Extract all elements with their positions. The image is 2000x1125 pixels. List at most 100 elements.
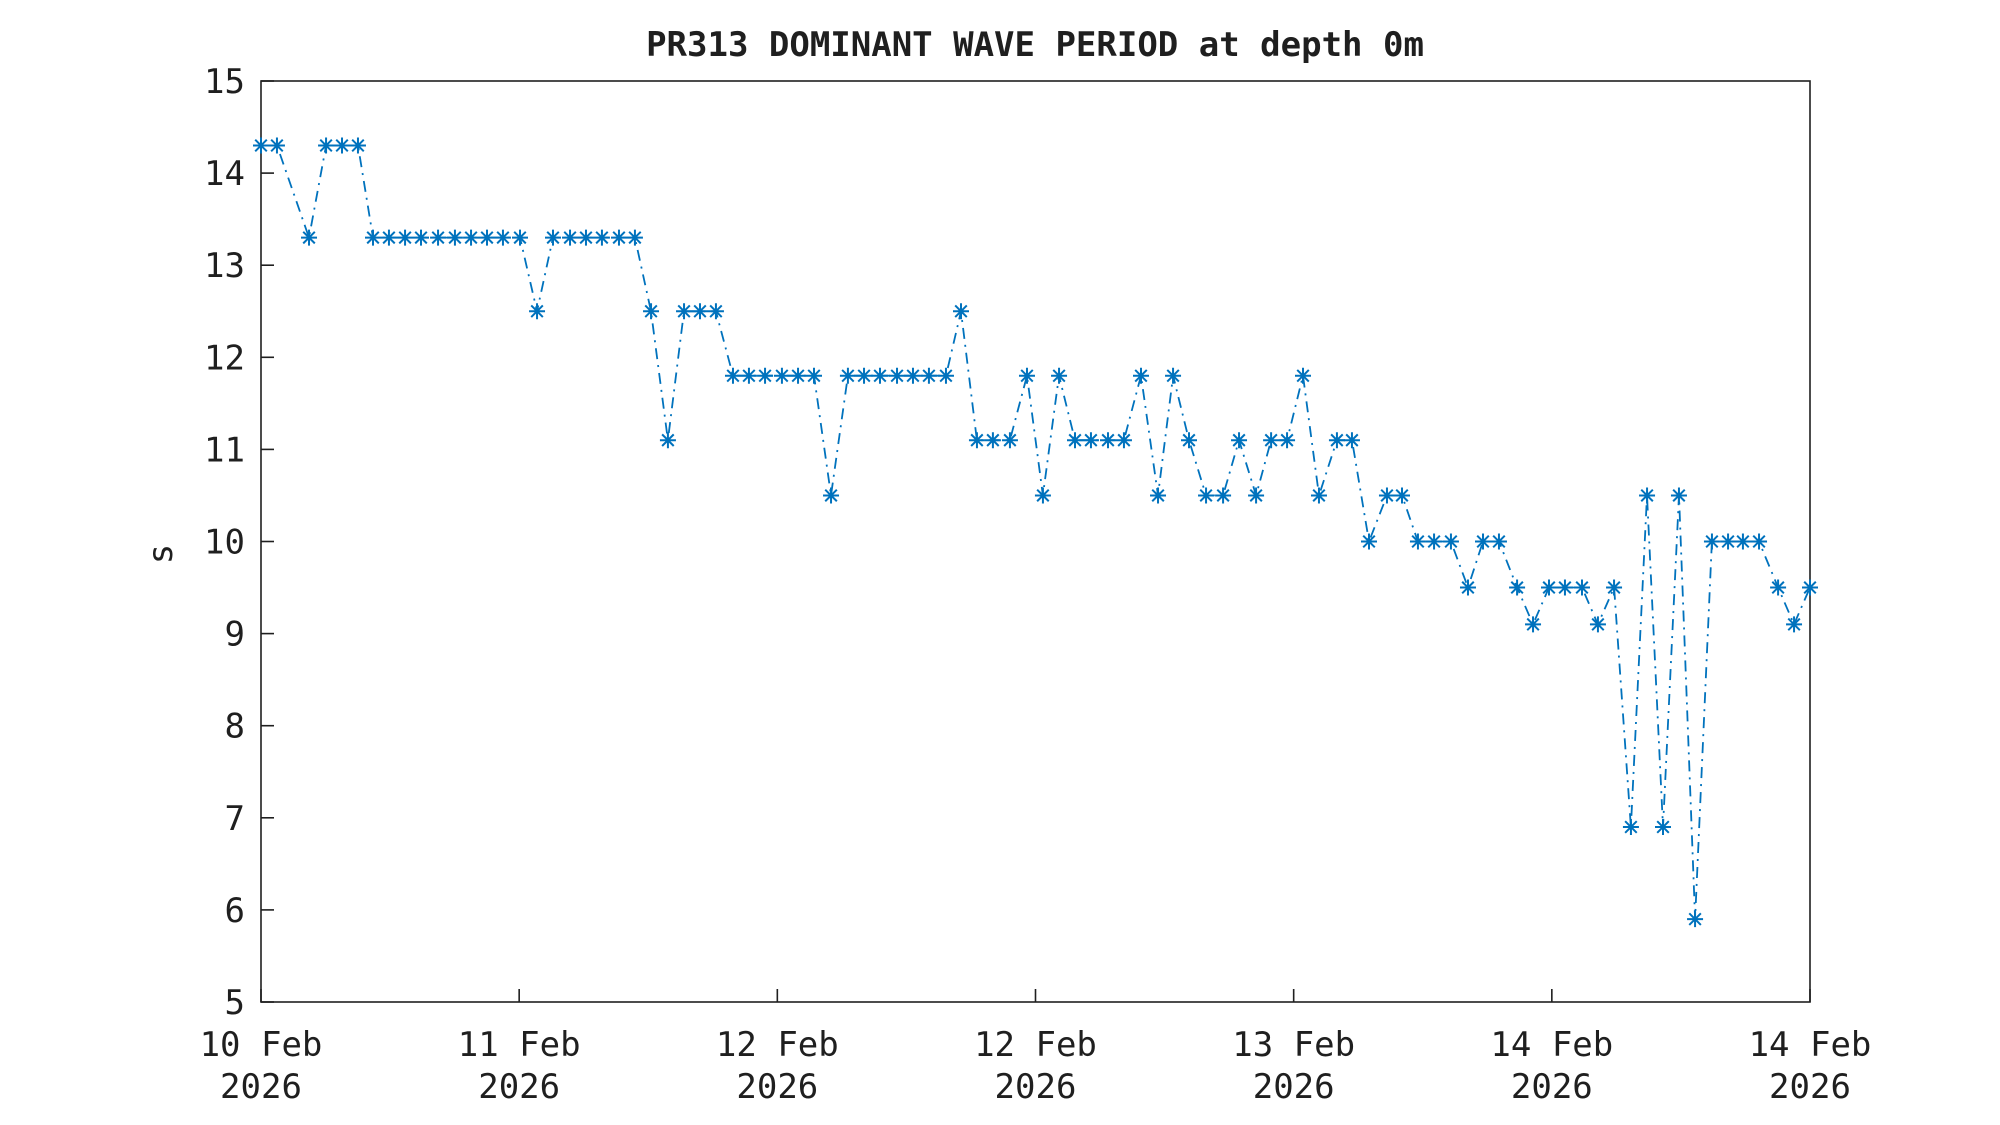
data-point-marker <box>773 367 790 384</box>
y-tick-label: 9 <box>225 615 245 655</box>
data-point-marker <box>691 303 708 320</box>
data-point-marker <box>1198 487 1215 504</box>
x-tick-label-day: 10 Feb <box>200 1025 323 1065</box>
data-point-marker <box>1310 487 1327 504</box>
data-point-marker <box>1150 487 1167 504</box>
data-point-marker <box>1509 579 1526 596</box>
data-point-marker <box>334 137 351 154</box>
data-point-marker <box>1639 487 1656 504</box>
data-point-marker <box>805 367 822 384</box>
data-point-marker <box>1099 432 1116 449</box>
data-point-marker <box>1734 533 1751 550</box>
data-point-marker <box>889 367 906 384</box>
x-tick-label-year: 2026 <box>1253 1067 1335 1107</box>
data-point-marker <box>823 487 840 504</box>
data-point-marker <box>610 229 627 246</box>
data-point-marker <box>626 229 643 246</box>
data-point-marker <box>1018 367 1035 384</box>
data-point-marker <box>1295 367 1312 384</box>
data-point-marker <box>1720 533 1737 550</box>
x-tick-label-day: 13 Feb <box>1232 1025 1355 1065</box>
data-point-marker <box>1343 432 1360 449</box>
x-tick-label-day: 12 Feb <box>716 1025 839 1065</box>
chart-title: PR313 DOMINANT WAVE PERIOD at depth 0m <box>646 25 1424 65</box>
data-point-marker <box>1670 487 1687 504</box>
x-tick-label-year: 2026 <box>1511 1067 1593 1107</box>
data-point-marker <box>593 229 610 246</box>
data-point-marker <box>1248 487 1265 504</box>
data-point-marker <box>724 367 741 384</box>
data-point-marker <box>1082 432 1099 449</box>
x-tick-label-day: 14 Feb <box>1749 1025 1872 1065</box>
data-point-marker <box>1001 432 1018 449</box>
x-tick-label-year: 2026 <box>220 1067 302 1107</box>
data-point-marker <box>1786 616 1803 633</box>
data-point-marker <box>676 303 693 320</box>
data-point-marker <box>1802 579 1818 596</box>
data-point-marker <box>1393 487 1410 504</box>
data-point-marker <box>529 303 546 320</box>
y-tick-label: 10 <box>204 523 245 563</box>
x-tick-label-year: 2026 <box>478 1067 560 1107</box>
data-point-marker <box>904 367 921 384</box>
x-tick-label-year: 2026 <box>995 1067 1077 1107</box>
data-point-marker <box>1540 579 1557 596</box>
data-point-marker <box>413 229 430 246</box>
data-point-marker <box>968 432 985 449</box>
x-tick-label-day: 11 Feb <box>458 1025 581 1065</box>
axes-box <box>260 80 1811 1003</box>
x-tick-label-year: 2026 <box>736 1067 818 1107</box>
data-point-marker <box>1703 533 1720 550</box>
data-point-marker <box>1475 533 1492 550</box>
data-point-marker <box>1490 533 1507 550</box>
data-point-marker <box>1215 487 1232 504</box>
data-point-marker <box>1231 432 1248 449</box>
data-point-marker <box>659 432 676 449</box>
data-point-marker <box>1573 579 1590 596</box>
data-point-marker <box>544 229 561 246</box>
data-point-marker <box>1132 367 1149 384</box>
data-point-marker <box>1589 616 1606 633</box>
y-tick-label: 13 <box>204 246 245 286</box>
y-tick-label: 14 <box>204 154 245 194</box>
data-point-marker <box>511 229 528 246</box>
data-point-marker <box>1459 579 1476 596</box>
data-point-marker <box>984 432 1001 449</box>
data-point-marker <box>268 137 285 154</box>
data-point-marker <box>301 229 318 246</box>
data-point-marker <box>463 229 480 246</box>
data-point-marker <box>1165 367 1182 384</box>
data-point-marker <box>1426 533 1443 550</box>
data-point-marker <box>856 367 873 384</box>
data-point-marker <box>757 367 774 384</box>
data-point-marker <box>494 229 511 246</box>
data-point-marker <box>1181 432 1198 449</box>
data-point-marker <box>1361 533 1377 550</box>
data-point-marker <box>478 229 495 246</box>
x-tick-label-day: 14 Feb <box>1490 1025 1613 1065</box>
data-point-marker <box>1622 819 1639 836</box>
data-point-marker <box>1687 911 1704 928</box>
data-point-marker <box>790 367 807 384</box>
data-point-marker <box>1655 819 1671 836</box>
data-point-marker <box>1067 432 1083 449</box>
data-point-marker <box>446 229 463 246</box>
data-point-marker <box>1525 616 1542 633</box>
data-point-marker <box>1556 579 1573 596</box>
data-point-marker <box>1279 432 1296 449</box>
data-point-marker <box>1263 432 1280 449</box>
data-point-marker <box>1378 487 1395 504</box>
data-point-marker <box>562 229 579 246</box>
data-point-marker <box>707 303 724 320</box>
data-point-marker <box>430 229 447 246</box>
x-tick-label-year: 2026 <box>1769 1067 1851 1107</box>
data-point-marker <box>577 229 594 246</box>
y-tick-label: 15 <box>204 62 245 102</box>
data-point-marker <box>1034 487 1051 504</box>
data-point-marker <box>1751 533 1768 550</box>
data-point-marker <box>1051 367 1068 384</box>
y-tick-label: 7 <box>225 799 245 839</box>
data-point-marker <box>1409 533 1426 550</box>
data-point-marker <box>740 367 757 384</box>
